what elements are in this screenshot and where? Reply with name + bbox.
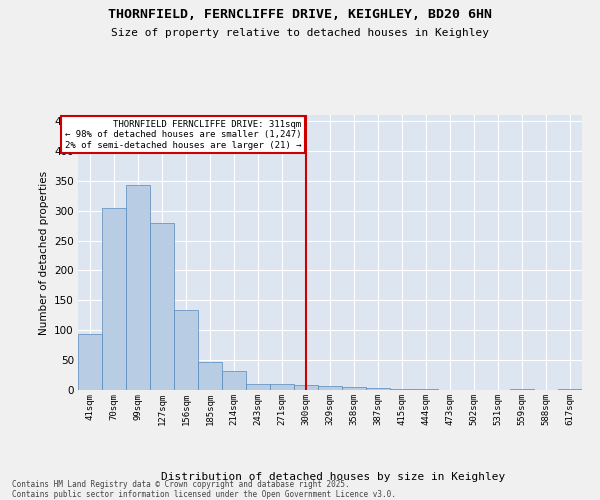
Text: Distribution of detached houses by size in Keighley: Distribution of detached houses by size … <box>161 472 505 482</box>
Bar <box>558 389 582 390</box>
Bar <box>174 310 198 390</box>
Text: Size of property relative to detached houses in Keighley: Size of property relative to detached ho… <box>111 28 489 38</box>
Text: THORNFIELD FERNCLIFFE DRIVE: 311sqm
← 98% of detached houses are smaller (1,247): THORNFIELD FERNCLIFFE DRIVE: 311sqm ← 98… <box>65 120 301 150</box>
Bar <box>270 384 294 390</box>
Bar <box>150 222 174 390</box>
Bar <box>222 371 246 390</box>
Bar <box>294 385 318 390</box>
Bar <box>102 208 126 390</box>
Bar <box>246 384 270 390</box>
Bar <box>198 362 222 390</box>
Text: THORNFIELD, FERNCLIFFE DRIVE, KEIGHLEY, BD20 6HN: THORNFIELD, FERNCLIFFE DRIVE, KEIGHLEY, … <box>108 8 492 20</box>
Y-axis label: Number of detached properties: Number of detached properties <box>38 170 49 334</box>
Bar <box>414 389 438 390</box>
Bar <box>318 386 342 390</box>
Bar <box>126 185 150 390</box>
Bar <box>366 388 390 390</box>
Text: Contains HM Land Registry data © Crown copyright and database right 2025.
Contai: Contains HM Land Registry data © Crown c… <box>12 480 396 499</box>
Bar <box>510 389 534 390</box>
Bar <box>342 387 366 390</box>
Bar <box>78 334 102 390</box>
